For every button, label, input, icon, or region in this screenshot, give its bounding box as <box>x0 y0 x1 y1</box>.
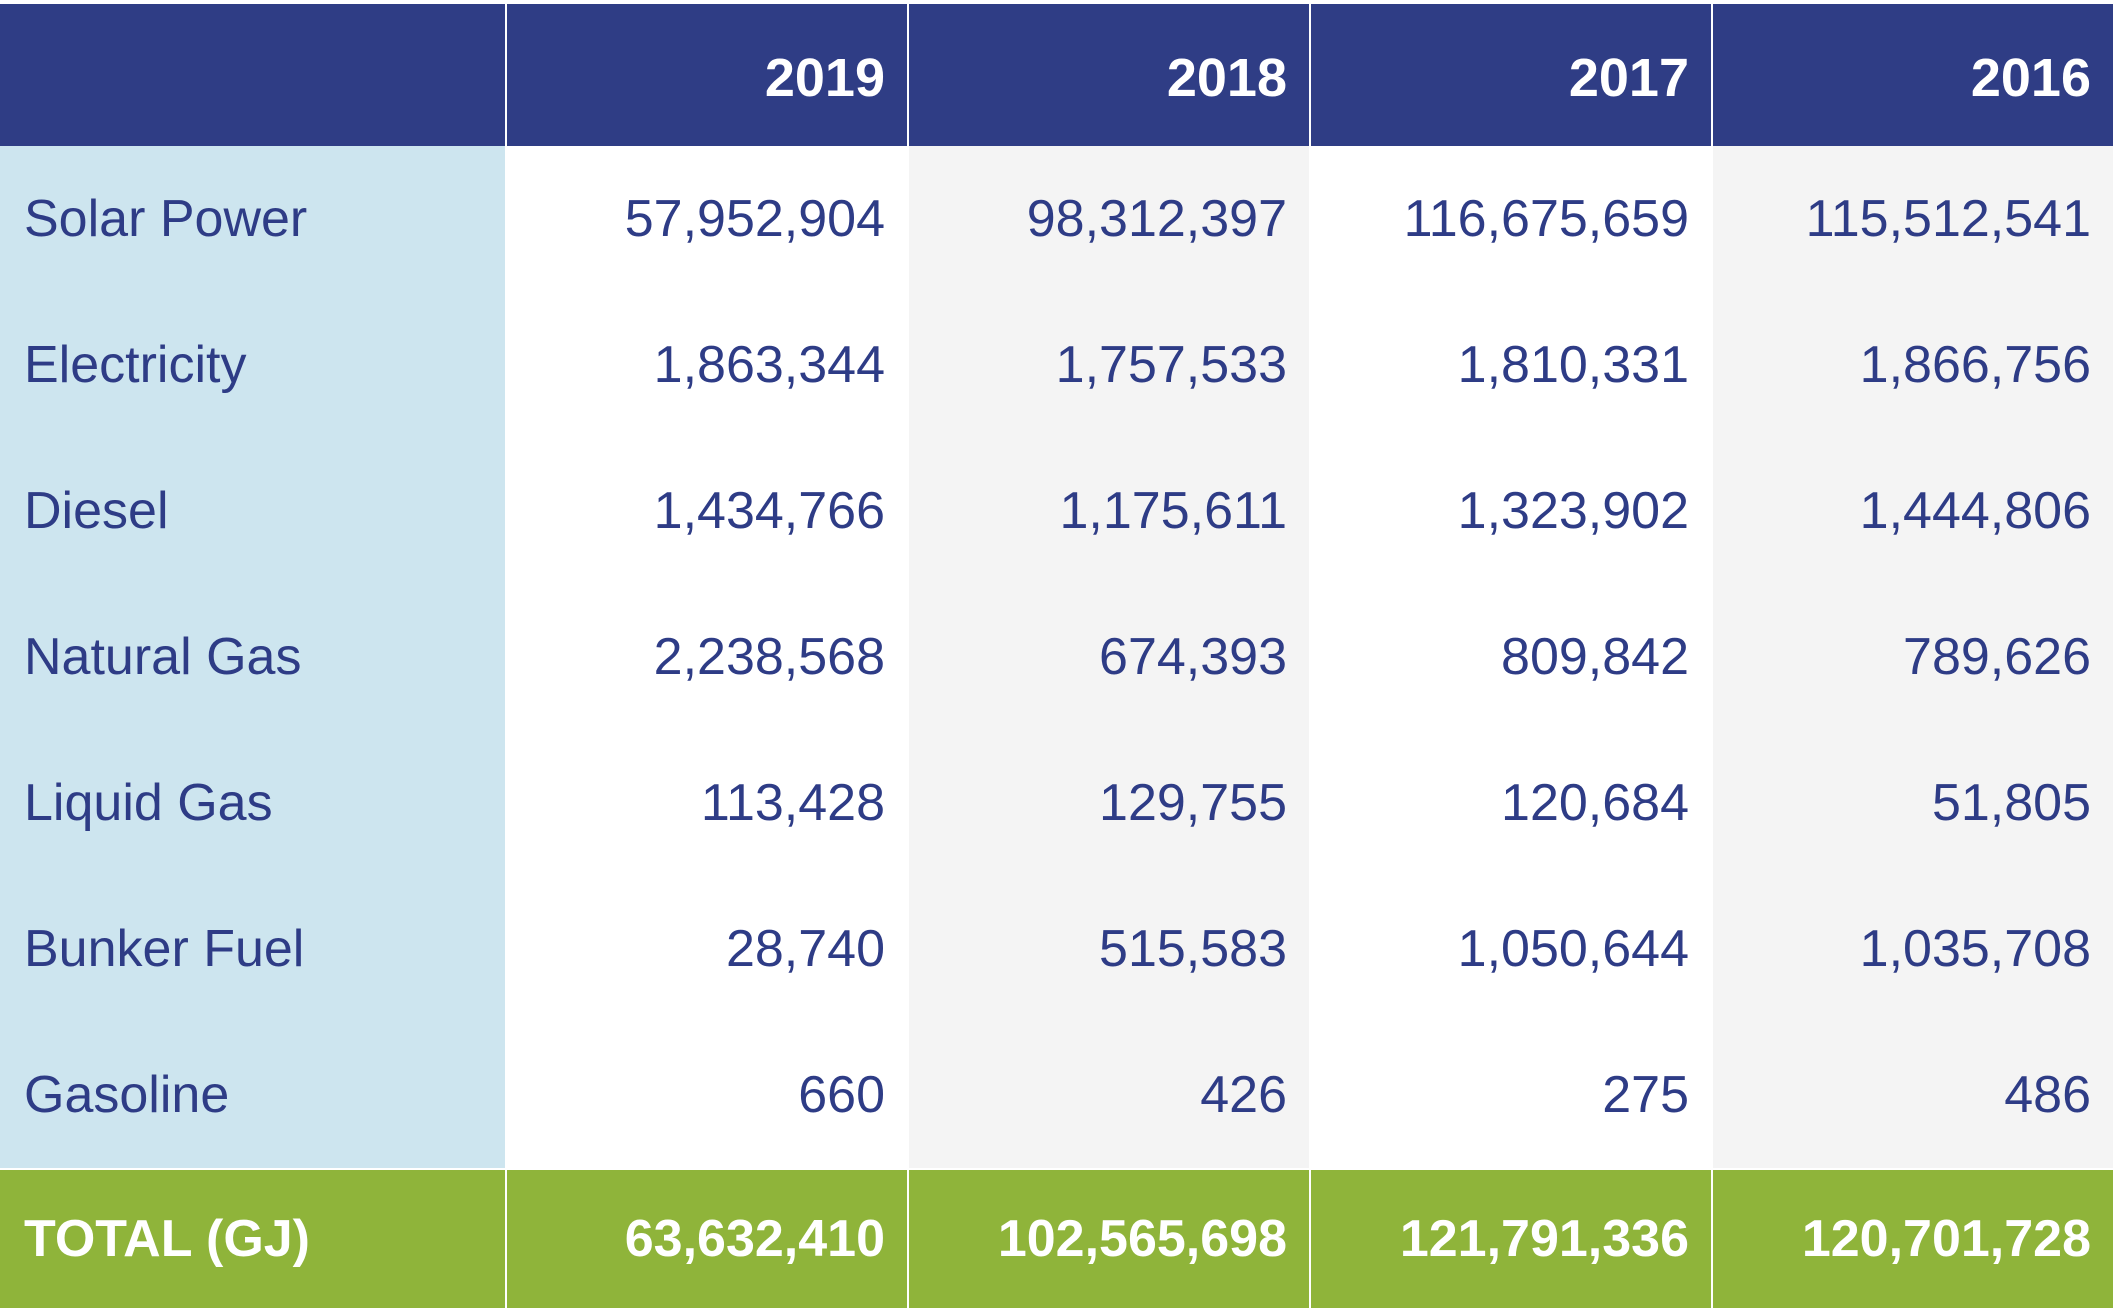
value-cell-diesel-2018: 1,175,611 <box>909 438 1309 584</box>
total-row-label: TOTAL (GJ) <box>0 1170 505 1308</box>
row-label-electricity: Electricity <box>0 292 505 438</box>
row-label-gasoline: Gasoline <box>0 1022 505 1168</box>
value-cell-electricity-2017: 1,810,331 <box>1311 292 1711 438</box>
column-header-2017: 2017 <box>1311 4 1711 146</box>
value-cell-electricity-2019: 1,863,344 <box>507 292 907 438</box>
value-cell-liquid-gas-2017: 120,684 <box>1311 730 1711 876</box>
row-label-diesel: Diesel <box>0 438 505 584</box>
value-cell-solar-power-2019: 57,952,904 <box>507 146 907 292</box>
value-cell-solar-power-2018: 98,312,397 <box>909 146 1309 292</box>
row-label-liquid-gas: Liquid Gas <box>0 730 505 876</box>
value-cell-gasoline-2016: 486 <box>1713 1022 2113 1168</box>
value-cell-electricity-2018: 1,757,533 <box>909 292 1309 438</box>
value-cell-liquid-gas-2016: 51,805 <box>1713 730 2113 876</box>
column-header-2018: 2018 <box>909 4 1309 146</box>
total-value-2019: 63,632,410 <box>507 1170 907 1308</box>
row-label-natural-gas: Natural Gas <box>0 584 505 730</box>
total-value-2016: 120,701,728 <box>1713 1170 2113 1308</box>
column-header-2016: 2016 <box>1713 4 2113 146</box>
row-label-bunker-fuel: Bunker Fuel <box>0 876 505 1022</box>
value-cell-bunker-fuel-2017: 1,050,644 <box>1311 876 1711 1022</box>
energy-consumption-table: 2019 2018 2017 2016 Solar Power 57,952,904 98,… <box>0 4 2113 1308</box>
value-cell-gasoline-2019: 660 <box>507 1022 907 1168</box>
value-cell-liquid-gas-2019: 113,428 <box>507 730 907 876</box>
value-cell-diesel-2017: 1,323,902 <box>1311 438 1711 584</box>
value-cell-solar-power-2016: 115,512,541 <box>1713 146 2113 292</box>
value-cell-natural-gas-2016: 789,626 <box>1713 584 2113 730</box>
column-header-2019: 2019 <box>507 4 907 146</box>
value-cell-gasoline-2017: 275 <box>1311 1022 1711 1168</box>
value-cell-natural-gas-2018: 674,393 <box>909 584 1309 730</box>
value-cell-diesel-2016: 1,444,806 <box>1713 438 2113 584</box>
value-cell-bunker-fuel-2018: 515,583 <box>909 876 1309 1022</box>
value-cell-diesel-2019: 1,434,766 <box>507 438 907 584</box>
total-value-2017: 121,791,336 <box>1311 1170 1711 1308</box>
value-cell-solar-power-2017: 116,675,659 <box>1311 146 1711 292</box>
row-label-solar-power: Solar Power <box>0 146 505 292</box>
value-cell-natural-gas-2019: 2,238,568 <box>507 584 907 730</box>
value-cell-bunker-fuel-2019: 28,740 <box>507 876 907 1022</box>
total-value-2018: 102,565,698 <box>909 1170 1309 1308</box>
value-cell-bunker-fuel-2016: 1,035,708 <box>1713 876 2113 1022</box>
header-corner-cell <box>0 4 505 146</box>
value-cell-liquid-gas-2018: 129,755 <box>909 730 1309 876</box>
value-cell-gasoline-2018: 426 <box>909 1022 1309 1168</box>
value-cell-natural-gas-2017: 809,842 <box>1311 584 1711 730</box>
value-cell-electricity-2016: 1,866,756 <box>1713 292 2113 438</box>
